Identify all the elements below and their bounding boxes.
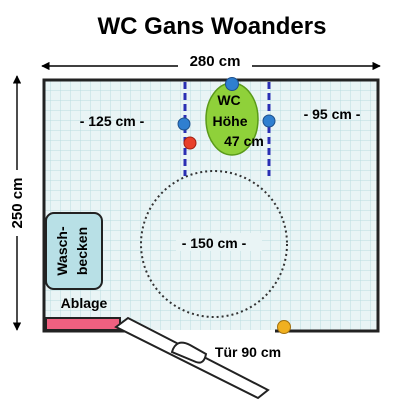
door-handle	[170, 341, 208, 364]
flush-button-marker	[225, 77, 239, 91]
emergency-call-marker	[183, 136, 197, 150]
turning-circle	[140, 170, 288, 318]
toilet-label-line2: Höhe	[213, 113, 248, 129]
shelf-label: Ablage	[61, 295, 108, 311]
width-label: 280 cm	[190, 53, 241, 70]
door-label: Tür 90 cm	[215, 344, 281, 360]
left-support-marker	[177, 117, 191, 131]
right-support-marker	[262, 114, 276, 128]
left-gap-label: - 125 cm -	[80, 113, 145, 129]
right-gap-label: - 95 cm -	[304, 106, 361, 122]
sink-label-line1: Wasch-	[54, 226, 70, 276]
turning-circle-label: - 150 cm -	[182, 235, 247, 251]
height-label: 250 cm	[9, 178, 26, 229]
sink	[45, 212, 103, 290]
page-title: WC Gans Woanders	[98, 13, 327, 40]
toilet-label-line1: WC	[217, 92, 240, 108]
shelf	[45, 317, 121, 331]
door-marker	[277, 320, 291, 334]
toilet-label-line3: 47 cm	[224, 133, 264, 149]
sink-label-line2: becken	[74, 227, 90, 275]
